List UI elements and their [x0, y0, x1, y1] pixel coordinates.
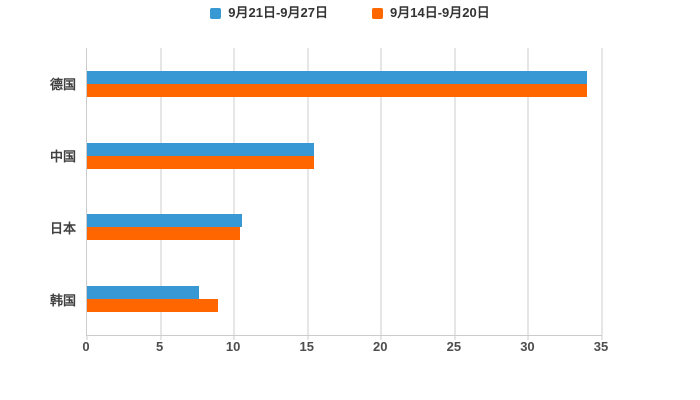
bar-group-2 [87, 192, 602, 264]
gridline [233, 48, 235, 335]
gridline [454, 48, 456, 335]
bar [87, 155, 314, 169]
y-axis-labels: 德国 中国 日本 韩国 [0, 48, 76, 335]
category-label: 德国 [49, 77, 76, 93]
gridline [601, 48, 603, 335]
bar [87, 142, 314, 156]
x-tick-label: 25 [446, 339, 462, 354]
legend-item-1[interactable]: 9月14日-9月20日 [372, 4, 490, 22]
category-label: 中国 [49, 149, 76, 165]
gridline [307, 48, 309, 335]
legend-swatch [210, 7, 222, 19]
bar [87, 286, 199, 300]
x-tick-label: 10 [225, 339, 241, 354]
plot-area [86, 48, 603, 340]
bar [87, 83, 588, 97]
x-tick-mark [233, 335, 235, 340]
x-tick-mark [307, 335, 309, 340]
x-tick-label: 5 [155, 339, 164, 354]
x-tick-mark [454, 335, 456, 340]
category-label: 韩国 [49, 292, 76, 308]
legend-label: 9月14日-9月20日 [390, 5, 490, 20]
x-tick-label: 15 [299, 339, 314, 354]
legend-swatch [372, 7, 383, 19]
legend: 9月21日-9月27日 9月14日-9月20日 [0, 4, 700, 22]
bar [87, 227, 241, 241]
bar [87, 214, 242, 228]
x-tick-mark [86, 335, 88, 340]
x-tick-mark [160, 335, 162, 340]
x-tick-label: 30 [520, 339, 535, 354]
bar [87, 299, 218, 313]
x-tick-label: 0 [82, 339, 90, 354]
x-tick-label: 20 [373, 339, 388, 354]
category-label: 日本 [49, 220, 76, 236]
gridline [527, 48, 529, 335]
gridline [380, 48, 382, 335]
bar-group-0 [87, 48, 602, 120]
x-tick-mark [380, 335, 382, 340]
x-tick-mark [527, 335, 529, 340]
x-tick-mark [601, 335, 603, 340]
legend-label: 9月21日-9月27日 [228, 5, 328, 20]
x-tick-label: 35 [593, 339, 609, 354]
gridline [160, 48, 162, 335]
bar [87, 70, 588, 84]
x-axis-tick-labels: 0 5 10 15 20 25 30 35 [82, 339, 608, 355]
bar-group-1 [87, 120, 602, 192]
bar-group-3 [87, 263, 602, 335]
legend-item-0[interactable]: 9月21日-9月27日 [210, 4, 328, 22]
